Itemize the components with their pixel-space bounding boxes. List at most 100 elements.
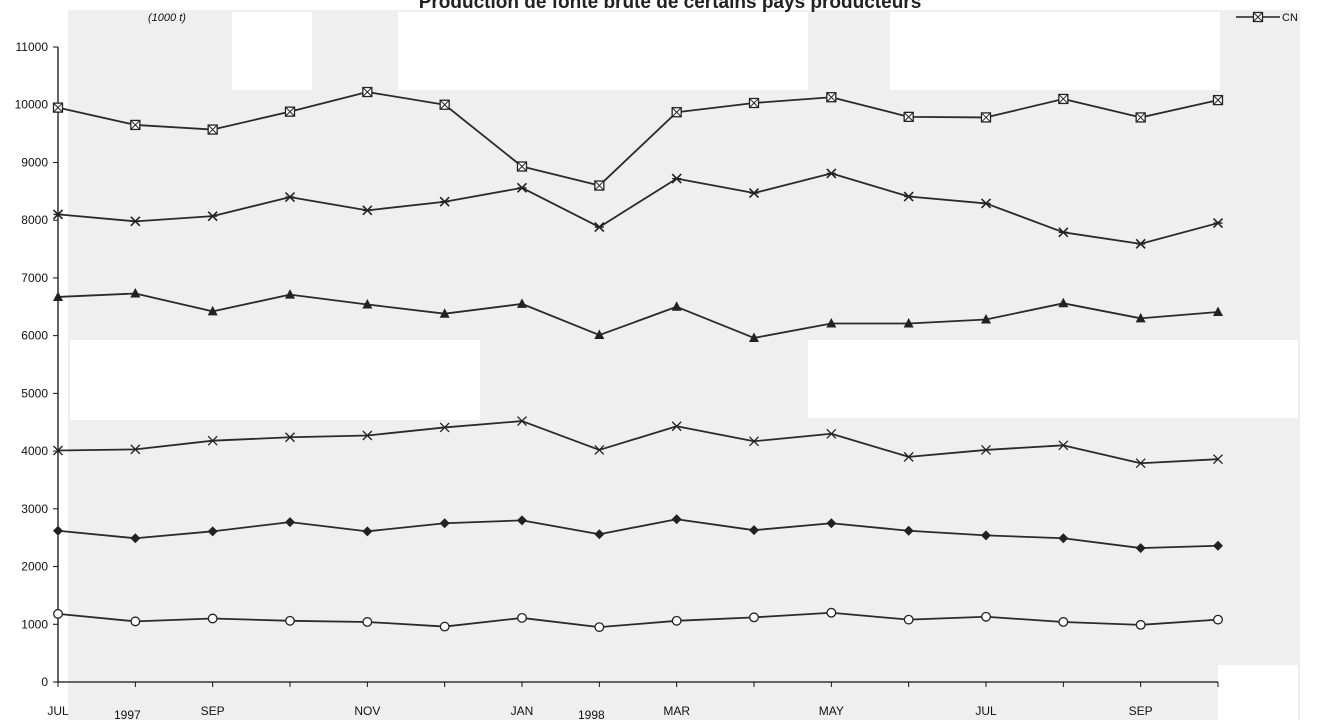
x-tick-label: JUL	[47, 704, 69, 718]
data-point	[903, 614, 914, 625]
y-tick-label: 7000	[21, 271, 48, 285]
series-line	[57, 518, 1219, 549]
x-year-label: 1997	[114, 708, 141, 722]
x-tick-label: MAR	[663, 704, 690, 718]
data-point	[594, 444, 605, 455]
data-point	[362, 205, 373, 216]
data-point	[1135, 458, 1146, 469]
data-point	[748, 187, 760, 199]
data-point	[1212, 94, 1224, 106]
data-point	[594, 529, 605, 540]
data-point	[439, 518, 450, 529]
data-point	[980, 198, 992, 209]
data-point	[826, 168, 837, 179]
data-point	[981, 313, 991, 324]
data-point	[207, 613, 218, 624]
series-line	[57, 611, 1219, 629]
data-point	[285, 615, 295, 626]
y-tick-label: 11000	[16, 40, 49, 54]
series-3	[53, 287, 1223, 342]
data-point	[517, 515, 527, 526]
data-point	[362, 526, 373, 537]
data-point	[362, 617, 373, 627]
data-point	[130, 444, 141, 455]
data-point	[207, 211, 218, 222]
legend-marker-cn	[1252, 11, 1264, 23]
x-year-label: 1998	[578, 708, 605, 722]
data-point	[207, 526, 218, 537]
series-2	[52, 168, 1224, 249]
data-point	[517, 416, 527, 427]
data-point	[594, 222, 605, 233]
data-point	[748, 97, 760, 109]
data-point	[207, 435, 218, 446]
unit-label: (1000 t)	[148, 12, 186, 24]
data-point	[749, 436, 759, 447]
series-line	[57, 292, 1219, 339]
data-point	[903, 525, 914, 536]
data-point	[1135, 312, 1146, 323]
data-point	[439, 621, 450, 632]
data-point	[749, 332, 759, 342]
series-layer	[52, 86, 1224, 633]
data-point	[903, 191, 914, 202]
data-point	[53, 525, 63, 536]
data-point	[53, 445, 63, 456]
data-point	[439, 422, 450, 433]
y-tick-label: 2000	[21, 560, 48, 574]
data-point	[671, 173, 682, 184]
data-point	[207, 124, 218, 135]
data-point	[130, 287, 141, 298]
data-point	[207, 305, 218, 316]
data-point	[1213, 454, 1223, 465]
data-point	[826, 318, 837, 328]
data-point	[826, 92, 837, 103]
series-5	[53, 514, 1223, 554]
data-point	[1135, 543, 1146, 554]
data-point	[284, 106, 296, 117]
data-point	[903, 111, 914, 122]
y-tick-label: 6000	[21, 329, 48, 343]
data-point	[1135, 112, 1146, 123]
data-point	[516, 182, 528, 193]
y-tick-label: 5000	[21, 386, 48, 400]
background-panels	[68, 10, 1300, 720]
data-point	[362, 86, 373, 98]
data-point	[1058, 440, 1069, 451]
data-point	[980, 112, 992, 123]
y-tick-label: 1000	[21, 617, 48, 631]
data-point	[52, 209, 64, 220]
data-point	[749, 525, 759, 536]
data-point	[439, 308, 450, 318]
series-6	[53, 607, 1223, 633]
axes: 0 1000 2000 3000 4000 5000 6000 7000 8000 9000 100…	[15, 40, 1219, 722]
data-point	[130, 616, 141, 627]
data-point	[285, 517, 295, 528]
series-1	[52, 86, 1224, 191]
data-point	[516, 161, 528, 172]
series-line	[57, 420, 1219, 465]
data-point	[439, 99, 450, 110]
data-point	[671, 107, 682, 118]
data-point	[1212, 218, 1224, 229]
y-tick-label: 9000	[21, 155, 48, 169]
data-point	[671, 421, 682, 432]
legend-marker-symbol	[1252, 11, 1264, 23]
data-point	[826, 428, 837, 439]
x-tick-label: MAY	[819, 704, 844, 718]
legend-label-cn: CN	[1282, 12, 1298, 24]
chart-title: Production de fonte brute de certains pa…	[419, 0, 922, 13]
data-point	[903, 318, 914, 328]
data-point	[671, 301, 682, 311]
data-point	[594, 329, 605, 340]
data-point	[1135, 238, 1146, 249]
data-point	[1213, 306, 1223, 316]
series-line	[57, 172, 1219, 245]
data-point	[130, 533, 141, 544]
data-point	[130, 119, 141, 131]
data-point	[826, 518, 837, 529]
data-point	[285, 432, 295, 443]
y-tick-label: 4000	[21, 444, 48, 458]
data-point	[52, 102, 64, 113]
